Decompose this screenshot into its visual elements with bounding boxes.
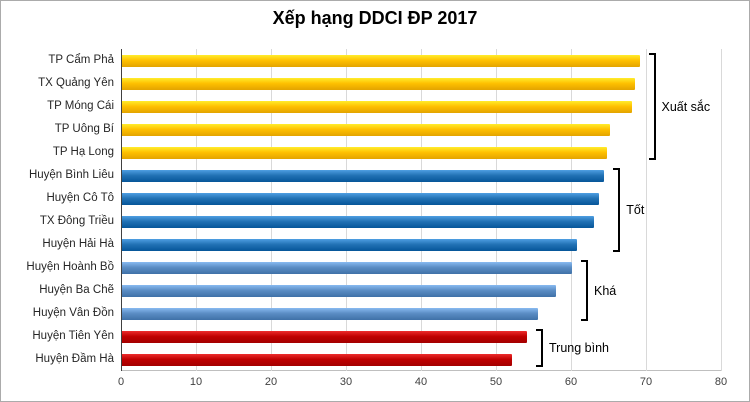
gridline [346,49,347,371]
x-tick-label: 40 [414,376,428,388]
gridline [271,49,272,371]
bar [122,307,538,320]
bar [122,261,572,274]
chart-title: Xếp hạng DDCI ĐP 2017 [272,8,478,28]
group-label: Xuất sắc [661,99,711,114]
category-label: TP Cẩm Phả [48,54,114,66]
category-label: Huyện Hải Hà [42,238,114,250]
gridline [421,49,422,371]
group-label: Tốt [626,203,645,217]
category-label: Huyện Ba Chẽ [39,284,114,296]
category-label: Huyện Tiên Yên [32,330,114,342]
bar [122,146,607,159]
group-bracket [536,329,543,367]
category-label: Huyện Đầm Hà [35,353,114,365]
bar [122,192,599,205]
bar [122,215,594,228]
x-tick-label: 0 [117,376,125,388]
x-tick-label: 10 [189,376,203,388]
category-label: TX Quảng Yên [38,77,114,89]
x-tick-label: 60 [564,376,578,388]
x-tick-label: 30 [339,376,353,388]
bar [122,330,527,343]
category-label: TP Uông Bí [54,123,114,135]
y-axis-line [121,49,122,371]
gridline [571,49,572,371]
group-label: Khá [594,283,617,298]
category-label: Huyện Vân Đồn [32,307,114,319]
group-bracket [613,168,621,252]
category-label: Huyện Bình Liêu [28,169,114,181]
bar [122,77,635,90]
plot-area: 0 10 20 30 40 50 60 70 80 Xuất sắc Tốt Khá Trung bìn… [118,49,727,388]
x-tick-label: 80 [714,376,728,388]
group-bracket [648,53,656,160]
group-bracket [581,260,588,321]
gridline [646,49,647,371]
category-label: TP Móng Cái [47,100,114,112]
x-tick-label: 20 [264,376,278,388]
category-label: Huyện Hoành Bồ [26,261,114,273]
x-tick-label: 70 [639,376,653,388]
bar [122,169,605,182]
category-label: TP Hạ Long [52,146,114,158]
bar [122,238,578,251]
bar [122,54,640,67]
category-label: TX Đông Triều [39,215,114,227]
bar [122,123,610,136]
bar [122,353,512,366]
group-label: Trung bình [549,341,609,355]
gridline [496,49,497,371]
y-axis-labels: TP Cẩm Phả TX Quảng Yên TP Móng Cái TP Uông… [1,49,114,371]
gridline [721,49,722,371]
bar [122,100,632,113]
gridline [196,49,197,371]
x-tick-label: 50 [489,376,503,388]
bar [122,284,556,297]
category-label: Huyện Cô Tô [46,192,114,204]
